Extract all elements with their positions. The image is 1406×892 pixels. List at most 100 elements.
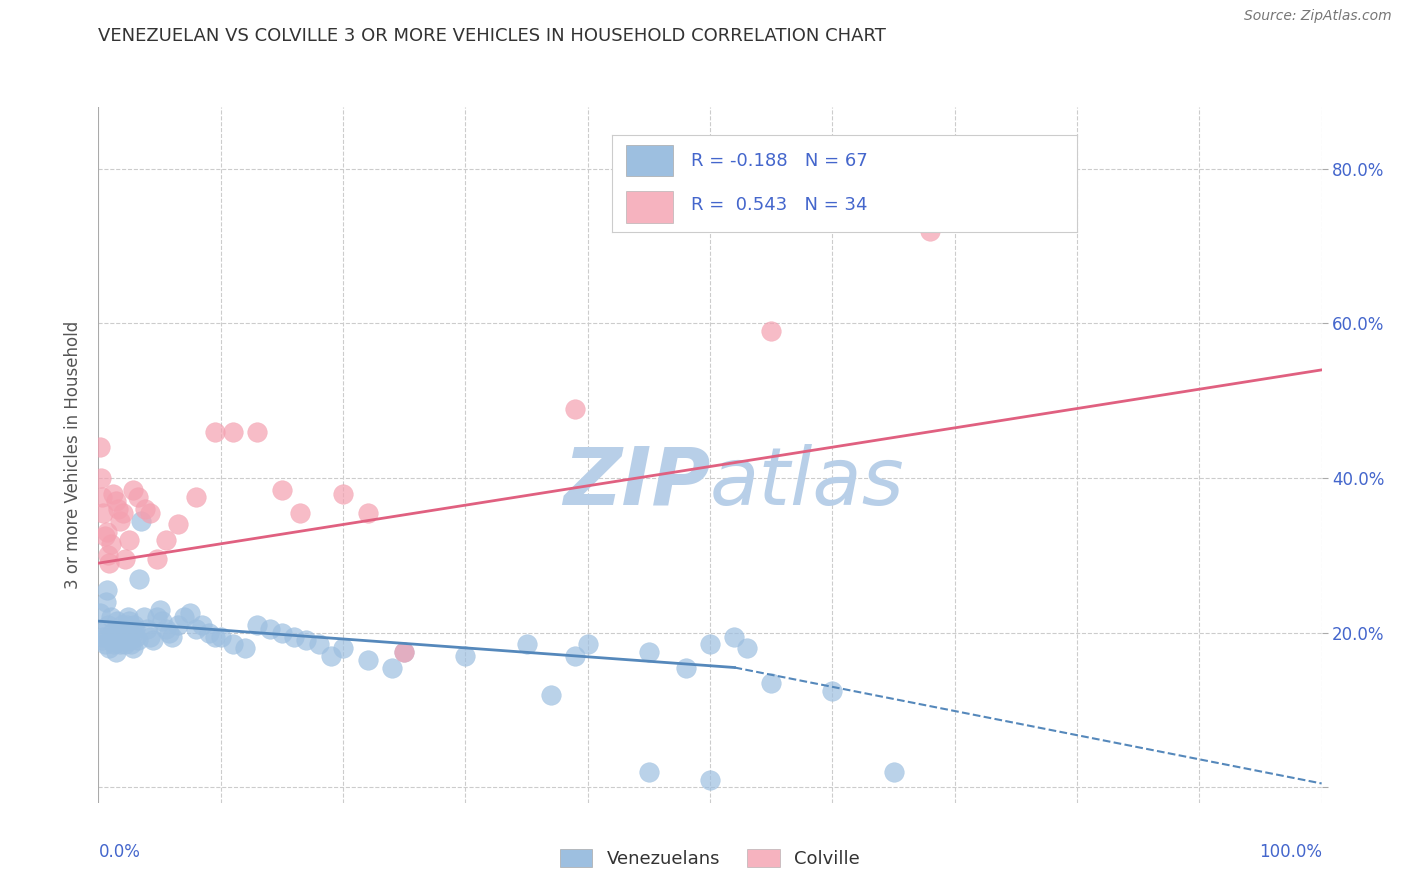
Point	[723, 630, 745, 644]
Point	[564, 648, 586, 663]
Point	[167, 618, 190, 632]
Point	[104, 645, 127, 659]
Text: atlas: atlas	[710, 443, 905, 522]
Point	[186, 622, 208, 636]
Point	[117, 610, 139, 624]
Point	[125, 630, 148, 644]
Point	[157, 625, 180, 640]
Point	[97, 618, 120, 632]
Point	[114, 637, 136, 651]
Point	[122, 618, 145, 632]
Point	[197, 625, 219, 640]
Point	[155, 533, 177, 547]
Point	[90, 471, 112, 485]
Point	[118, 614, 141, 628]
Point	[576, 637, 599, 651]
Point	[149, 602, 172, 616]
Point	[120, 637, 142, 651]
Point	[191, 618, 214, 632]
Point	[132, 610, 155, 624]
Point	[167, 517, 190, 532]
Point	[540, 688, 562, 702]
Point	[392, 645, 416, 659]
Point	[128, 572, 150, 586]
Point	[142, 633, 165, 648]
Point	[699, 772, 721, 787]
Point	[89, 440, 111, 454]
Point	[91, 633, 114, 648]
Point	[392, 645, 416, 659]
Point	[124, 622, 146, 636]
Point	[308, 637, 330, 651]
Point	[100, 610, 122, 624]
Point	[93, 637, 115, 651]
Point	[222, 425, 245, 439]
Point	[735, 641, 758, 656]
Point	[139, 630, 162, 644]
Point	[761, 324, 783, 338]
Text: Source: ZipAtlas.com: Source: ZipAtlas.com	[1244, 9, 1392, 23]
Point	[332, 641, 354, 656]
Point	[821, 683, 844, 698]
Point	[270, 625, 294, 640]
Point	[97, 549, 120, 563]
Point	[155, 622, 177, 636]
Point	[121, 641, 143, 656]
Point	[105, 614, 128, 628]
Point	[204, 425, 226, 439]
Point	[233, 641, 256, 656]
Point	[319, 648, 342, 663]
Point	[93, 529, 115, 543]
Point	[295, 633, 318, 648]
Point	[91, 630, 114, 644]
Point	[118, 533, 141, 547]
Point	[179, 607, 201, 621]
Point	[381, 660, 404, 674]
Point	[111, 618, 134, 632]
Text: VENEZUELAN VS COLVILLE 3 OR MORE VEHICLES IN HOUSEHOLD CORRELATION CHART: VENEZUELAN VS COLVILLE 3 OR MORE VEHICLE…	[98, 27, 886, 45]
Point	[186, 491, 208, 505]
Point	[96, 583, 118, 598]
Point	[283, 630, 305, 644]
Point	[107, 625, 129, 640]
Point	[246, 618, 269, 632]
Point	[761, 676, 783, 690]
Point	[259, 622, 281, 636]
Point	[160, 630, 183, 644]
Point	[136, 622, 159, 636]
Point	[104, 494, 127, 508]
Point	[98, 556, 121, 570]
Point	[96, 525, 118, 540]
Point	[89, 607, 111, 621]
Point	[204, 630, 226, 644]
Point	[107, 502, 129, 516]
Text: 0.0%: 0.0%	[98, 843, 141, 861]
Point	[101, 630, 124, 644]
Point	[103, 637, 125, 651]
Point	[209, 630, 232, 644]
Point	[91, 491, 114, 505]
Point	[120, 633, 142, 648]
Point	[146, 552, 169, 566]
Point	[114, 552, 136, 566]
Point	[127, 633, 149, 648]
Point	[290, 506, 312, 520]
Point	[246, 425, 269, 439]
Point	[883, 764, 905, 779]
Point	[515, 637, 537, 651]
Point	[121, 483, 143, 497]
Point	[90, 625, 112, 640]
Point	[222, 637, 245, 651]
Point	[564, 401, 586, 416]
Point	[150, 614, 173, 628]
Point	[638, 764, 661, 779]
Text: ZIP: ZIP	[562, 443, 710, 522]
Point	[101, 486, 124, 500]
Point	[110, 514, 132, 528]
Y-axis label: 3 or more Vehicles in Household: 3 or more Vehicles in Household	[65, 321, 83, 589]
Point	[134, 502, 156, 516]
Text: 100.0%: 100.0%	[1258, 843, 1322, 861]
Point	[129, 514, 152, 528]
Point	[332, 486, 354, 500]
Point	[146, 610, 169, 624]
